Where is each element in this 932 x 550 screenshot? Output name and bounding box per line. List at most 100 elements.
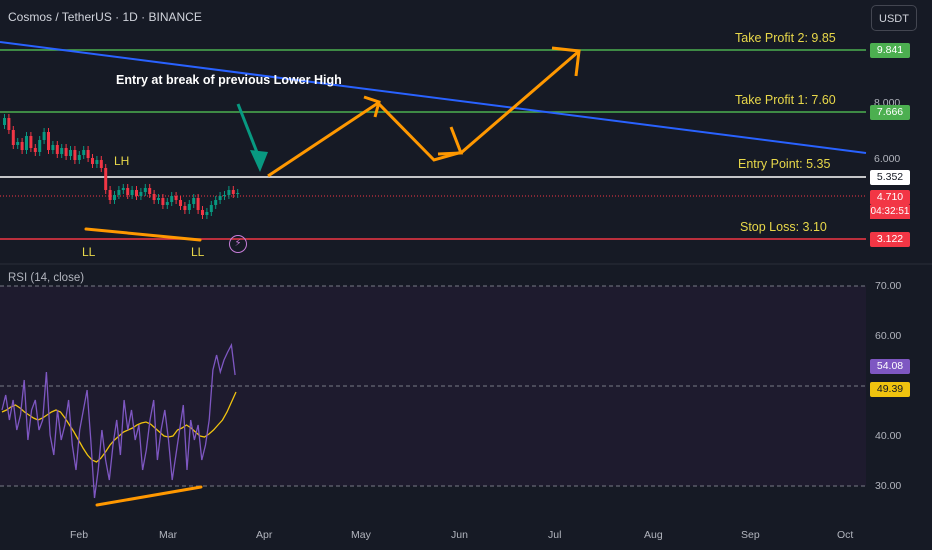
candle-body [33, 148, 37, 152]
candle-body [227, 190, 231, 195]
lower-low-label-right: LL [191, 245, 205, 259]
candle-body [183, 206, 187, 210]
candle-body [130, 190, 134, 195]
candle-body [157, 198, 160, 200]
time-tick-feb: Feb [70, 529, 89, 541]
candle-body [104, 168, 108, 190]
candle-body [64, 148, 68, 156]
candle-body [174, 196, 178, 200]
tp1-price-badge: 7.666 [870, 105, 910, 120]
candle-body [82, 150, 86, 155]
price-tick-6: 6.000 [874, 153, 901, 165]
rsi-divergence-line[interactable] [95, 485, 203, 507]
candle-body [69, 150, 72, 156]
candle-body [231, 190, 235, 194]
candle-body [139, 192, 143, 196]
stop-price-badge: 3.122 [870, 232, 910, 247]
candle-body [77, 155, 81, 160]
lower-low-label-left: LL [82, 245, 96, 259]
candle-body [11, 130, 15, 145]
rsi-tick-70: 70.00 [875, 280, 902, 292]
candle-body [95, 160, 99, 164]
candle-body [192, 198, 196, 204]
entry-arrow-head [250, 150, 268, 172]
candle-body [165, 202, 169, 205]
candle-body [42, 132, 46, 140]
candle-body [121, 188, 125, 190]
tp2-price-badge: 9.841 [870, 43, 910, 58]
rsi-title[interactable]: RSI (14, close) [8, 272, 85, 284]
projection-arrowhead-2 [437, 126, 464, 156]
candle-body [7, 118, 11, 130]
candle-body [16, 142, 20, 145]
candle-body [108, 190, 112, 200]
candle-body [179, 200, 182, 206]
rsi-ma-badge: 49.39 [870, 382, 910, 397]
entry-note: Entry at break of previous Lower High [116, 73, 342, 87]
candle-body [209, 205, 213, 212]
candle-body [135, 190, 138, 196]
rsi-tick-60: 60.00 [875, 330, 902, 342]
candle-body [218, 196, 222, 200]
candle-body [187, 204, 191, 210]
candle-body [117, 190, 121, 195]
candle-body [170, 196, 174, 202]
candle-body [51, 145, 55, 150]
candle-body [55, 145, 59, 154]
candle-body [25, 136, 28, 150]
descending-trendline[interactable] [0, 41, 867, 154]
candle-body [86, 150, 90, 158]
current-price-badge: 4.710 [870, 190, 910, 205]
currency-button[interactable]: USDT [871, 5, 917, 31]
candle-body [214, 200, 218, 205]
time-tick-apr: Apr [256, 529, 273, 541]
candle-body [20, 142, 24, 150]
candle-body [38, 140, 42, 152]
entry-price-badge: 5.352 [870, 170, 910, 185]
candle-body [73, 150, 77, 160]
time-tick-may: May [351, 529, 371, 541]
take-profit-2-label: Take Profit 2: 9.85 [735, 31, 836, 45]
candle-body [126, 188, 130, 195]
candle-body [223, 195, 226, 196]
candle-body [99, 160, 103, 168]
rsi-tick-40: 40.00 [875, 430, 902, 442]
candlestick-series [3, 114, 240, 219]
projection-arrowhead-1 [363, 95, 381, 118]
candle-body [113, 195, 116, 200]
time-tick-mar: Mar [159, 529, 178, 541]
candle-body [143, 188, 147, 192]
lightning-icon[interactable]: ⚡ [229, 235, 247, 253]
rsi-tick-30: 30.00 [875, 480, 902, 492]
candle-body [196, 198, 200, 210]
symbol-title: Cosmos / TetherUS · 1D · BINANCE [8, 10, 202, 24]
rsi-value-badge: 54.08 [870, 359, 910, 374]
candle-body [205, 212, 209, 215]
candle-body [3, 118, 6, 125]
candle-body [201, 210, 204, 215]
entry-point-label: Entry Point: 5.35 [738, 157, 831, 171]
candle-body [60, 148, 64, 154]
time-tick-jun: Jun [451, 529, 468, 541]
candle-body [29, 136, 33, 148]
time-tick-jul: Jul [548, 529, 562, 541]
projection-path[interactable] [267, 50, 579, 178]
entry-arrow-shaft [236, 103, 262, 161]
candle-body [47, 132, 50, 150]
lower-low-line[interactable] [84, 227, 202, 242]
time-tick-sep: Sep [741, 529, 760, 541]
candle-body [236, 193, 240, 194]
candle-body [161, 198, 165, 205]
time-tick-aug: Aug [644, 529, 663, 541]
lower-high-label: LH [114, 154, 130, 168]
stop-loss-label: Stop Loss: 3.10 [740, 220, 827, 234]
candle-body [148, 188, 152, 194]
take-profit-1-label: Take Profit 1: 7.60 [735, 93, 836, 107]
candle-body [152, 194, 156, 200]
candle-body [91, 158, 94, 164]
bar-countdown: 04:32:51 [870, 205, 910, 219]
time-tick-oct: Oct [837, 529, 854, 541]
projection-arrowhead-3 [551, 46, 581, 77]
rsi-line [1, 342, 236, 499]
